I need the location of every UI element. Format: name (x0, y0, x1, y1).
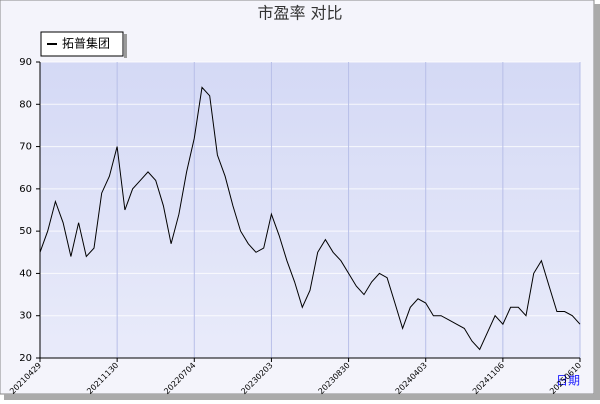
y-tick-label: 20 (19, 353, 32, 364)
x-axis-label: 日期 (556, 374, 580, 388)
y-tick-label: 90 (19, 57, 32, 68)
shadow (594, 4, 600, 400)
shadow (4, 394, 600, 400)
y-tick-label: 70 (19, 142, 32, 153)
y-tick-label: 60 (19, 184, 32, 195)
y-tick-label: 40 (19, 268, 32, 279)
y-tick-label: 50 (19, 226, 32, 237)
legend-label: 拓普集团 (62, 36, 110, 51)
plot-area (40, 62, 580, 358)
y-tick-label: 80 (19, 99, 32, 110)
chart-title: 市盈率 对比 (257, 4, 342, 23)
line (39, 86, 581, 351)
legend-shadow (124, 34, 127, 58)
y-tick-label: 30 (19, 311, 32, 322)
